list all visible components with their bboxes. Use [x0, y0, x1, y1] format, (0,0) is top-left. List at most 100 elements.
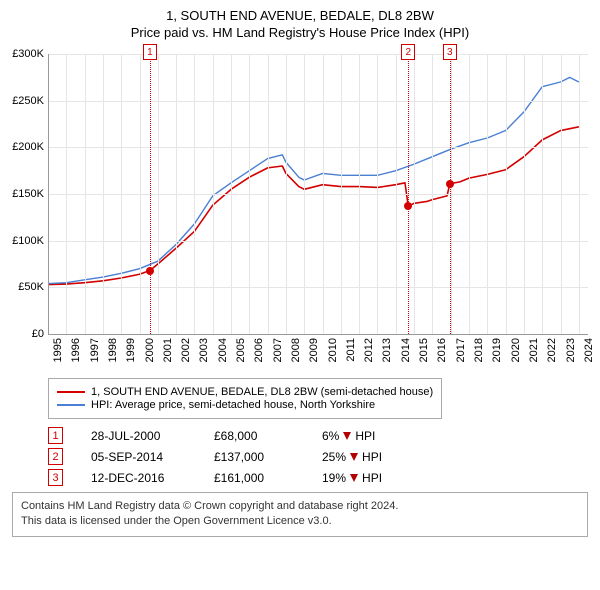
y-tick-label: £300K: [4, 48, 44, 60]
y-tick-label: £100K: [4, 235, 44, 247]
event-vline: [450, 54, 451, 334]
event-vs-label: HPI: [362, 471, 382, 485]
event-date: 05-SEP-2014: [91, 450, 186, 464]
x-tick-label: 2016: [436, 338, 448, 362]
x-tick-label: 2012: [363, 338, 375, 362]
x-tick-label: 1998: [107, 338, 119, 362]
x-tick-label: 2023: [565, 338, 577, 362]
gridline-v: [524, 54, 525, 334]
gridline-v: [66, 54, 67, 334]
gridline-v: [396, 54, 397, 334]
x-tick-label: 1995: [52, 338, 64, 362]
event-vs-hpi: 25% HPI: [322, 450, 422, 464]
event-row: 1 28-JUL-2000 £68,000 6%HPI: [48, 427, 600, 444]
event-price: £68,000: [214, 429, 294, 443]
legend-item: 1, SOUTH END AVENUE, BEDALE, DL8 2BW (se…: [57, 386, 433, 398]
y-tick-label: £50K: [4, 281, 44, 293]
event-dot: [446, 180, 454, 188]
gridline-v: [377, 54, 378, 334]
event-vs-label: HPI: [362, 450, 382, 464]
gridline-v: [451, 54, 452, 334]
gridline-h: [48, 101, 588, 102]
event-number: 1: [48, 427, 63, 444]
x-tick-label: 2020: [510, 338, 522, 362]
gridline-v: [194, 54, 195, 334]
chart-container: 1, SOUTH END AVENUE, BEDALE, DL8 2BW Pri…: [0, 0, 600, 537]
gridline-v: [286, 54, 287, 334]
gridline-v: [304, 54, 305, 334]
x-tick-label: 2009: [308, 338, 320, 362]
plot-container: 123 £0£50K£100K£150K£200K£250K£300K19951…: [0, 44, 600, 374]
events-table: 128-JUL-2000£68,0006%HPI205-SEP-2014£137…: [48, 427, 600, 486]
legend: 1, SOUTH END AVENUE, BEDALE, DL8 2BW (se…: [48, 378, 442, 419]
y-tick-label: £200K: [4, 141, 44, 153]
event-pct: 25%: [322, 450, 346, 464]
x-tick-label: 1997: [89, 338, 101, 362]
event-row: 205-SEP-2014£137,00025%HPI: [48, 448, 600, 465]
title-block: 1, SOUTH END AVENUE, BEDALE, DL8 2BW Pri…: [0, 0, 600, 44]
x-tick-label: 2015: [418, 338, 430, 362]
arrow-down-icon: [343, 432, 351, 440]
x-tick-label: 2021: [528, 338, 540, 362]
gridline-h: [48, 287, 588, 288]
x-tick-label: 2003: [198, 338, 210, 362]
x-tick-label: 2019: [491, 338, 503, 362]
event-row: 312-DEC-2016£161,00019%HPI: [48, 469, 600, 486]
legend-item: HPI: Average price, semi-detached house,…: [57, 399, 433, 411]
event-marker: 3: [443, 44, 457, 60]
event-vs-hpi: 6%HPI: [322, 429, 422, 443]
gridline-v: [414, 54, 415, 334]
arrow-down-icon: [350, 453, 358, 461]
event-vs-hpi: 19%HPI: [322, 471, 422, 485]
y-tick-label: £0: [4, 328, 44, 340]
gridline-v: [432, 54, 433, 334]
gridline-v: [231, 54, 232, 334]
gridline-h: [48, 194, 588, 195]
x-tick-label: 2007: [272, 338, 284, 362]
gridline-v: [579, 54, 580, 334]
event-price: £137,000: [214, 450, 294, 464]
chart-title: 1, SOUTH END AVENUE, BEDALE, DL8 2BW: [0, 8, 600, 23]
gridline-v: [121, 54, 122, 334]
x-tick-label: 2008: [290, 338, 302, 362]
x-tick-label: 1996: [70, 338, 82, 362]
x-tick-label: 2014: [400, 338, 412, 362]
gridline-v: [85, 54, 86, 334]
x-tick-label: 2013: [381, 338, 393, 362]
legend-label: HPI: Average price, semi-detached house,…: [91, 399, 375, 411]
x-tick-label: 2005: [235, 338, 247, 362]
gridline-v: [176, 54, 177, 334]
arrow-down-icon: [350, 474, 358, 482]
event-date: 28-JUL-2000: [91, 429, 186, 443]
gridline-v: [506, 54, 507, 334]
gridline-h: [48, 54, 588, 55]
footer-line-1: Contains HM Land Registry data © Crown c…: [21, 499, 579, 514]
gridline-h: [48, 147, 588, 148]
gridline-h: [48, 241, 588, 242]
y-tick-label: £150K: [4, 188, 44, 200]
event-marker: 1: [143, 44, 157, 60]
event-vline: [408, 54, 409, 334]
gridline-v: [561, 54, 562, 334]
plot-area: 123: [48, 54, 588, 334]
gridline-v: [359, 54, 360, 334]
gridline-v: [323, 54, 324, 334]
x-tick-label: 2000: [144, 338, 156, 362]
gridline-v: [140, 54, 141, 334]
x-tick-label: 2001: [162, 338, 174, 362]
x-tick-label: 2006: [253, 338, 265, 362]
series-price_paid: [48, 127, 579, 285]
gridline-v: [542, 54, 543, 334]
x-tick-label: 2011: [345, 338, 357, 362]
gridline-v: [213, 54, 214, 334]
event-vline: [150, 54, 151, 334]
series-hpi: [48, 77, 579, 283]
x-tick-label: 1999: [125, 338, 137, 362]
event-number: 3: [48, 469, 63, 486]
x-tick-label: 2018: [473, 338, 485, 362]
event-marker: 2: [401, 44, 415, 60]
legend-label: 1, SOUTH END AVENUE, BEDALE, DL8 2BW (se…: [91, 386, 433, 398]
gridline-v: [158, 54, 159, 334]
chart-subtitle: Price paid vs. HM Land Registry's House …: [0, 25, 600, 40]
gridline-v: [268, 54, 269, 334]
